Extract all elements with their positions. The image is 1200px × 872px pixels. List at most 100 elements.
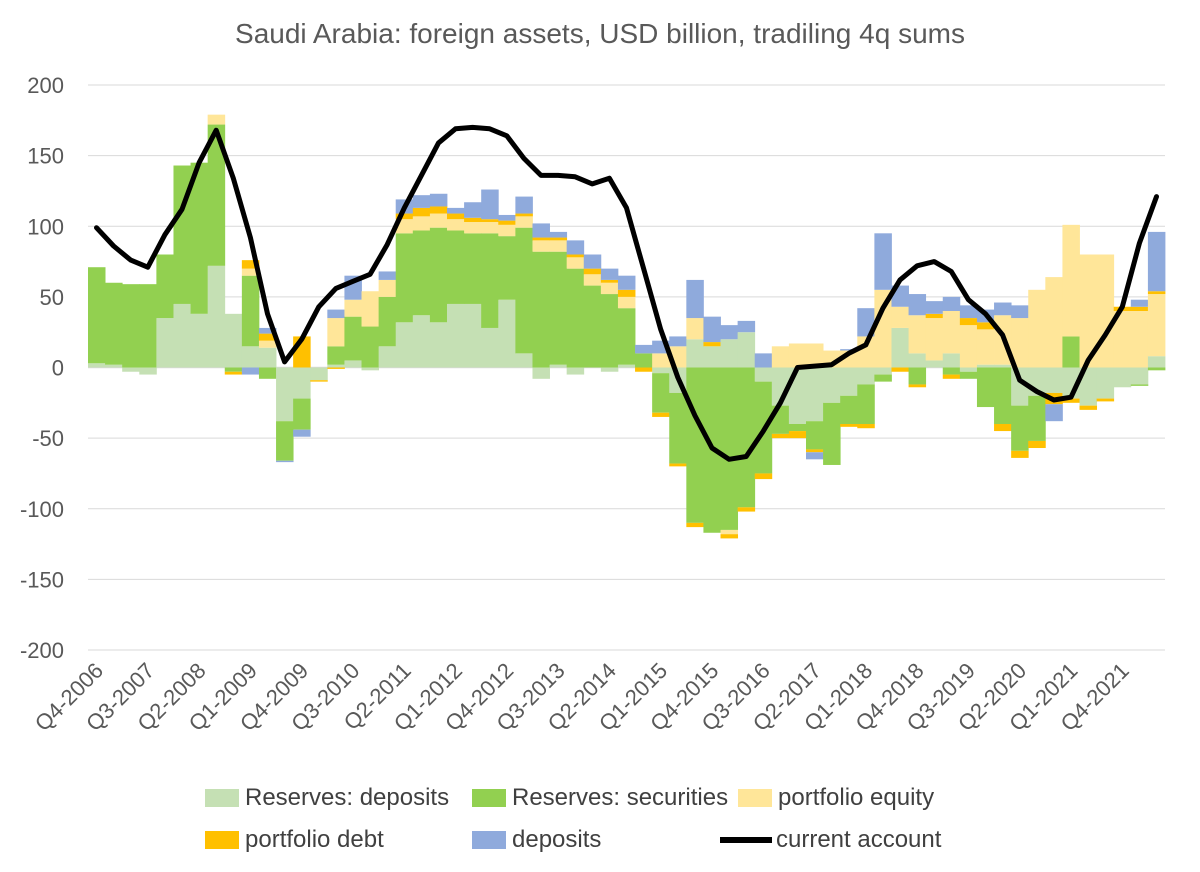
bar-portfolio-equity	[617, 296, 636, 309]
bar-deposits	[925, 301, 944, 314]
bar-portfolio-debt	[412, 207, 431, 217]
bar-reserves-deposits	[652, 367, 670, 374]
bar-deposits	[908, 294, 927, 316]
bar-deposits	[412, 195, 431, 208]
bar-reserves-deposits	[549, 364, 568, 368]
bar-reserves-securities	[669, 392, 687, 464]
bar-reserves-securities	[293, 398, 311, 430]
bar-reserves-deposits	[754, 367, 773, 382]
legend-label: current account	[776, 826, 942, 853]
bar-reserves-deposits	[566, 367, 585, 375]
bar-portfolio-equity	[788, 343, 807, 368]
bar-reserves-deposits	[925, 360, 944, 368]
bar-reserves-deposits	[361, 367, 380, 371]
bar-deposits	[429, 193, 448, 207]
bar-portfolio-debt	[464, 217, 482, 223]
bar-reserves-deposits	[515, 353, 533, 368]
bar-reserves-securities	[720, 367, 739, 530]
bar-reserves-deposits	[258, 347, 277, 368]
bar-reserves-deposits	[823, 367, 841, 403]
bar-deposits	[481, 189, 499, 220]
bar-reserves-deposits	[105, 364, 123, 368]
bar-portfolio-debt	[395, 213, 414, 220]
bar-portfolio-debt	[737, 507, 756, 512]
bar-portfolio-equity	[1011, 318, 1029, 368]
bar-portfolio-debt	[942, 374, 961, 379]
legend-label: portfolio debt	[245, 826, 384, 853]
bar-portfolio-debt	[1079, 405, 1098, 410]
bar-reserves-securities	[1147, 367, 1166, 371]
y-tick-label: 0	[52, 356, 64, 381]
legend-label: portfolio equity	[778, 784, 935, 811]
bar-deposits	[515, 196, 533, 214]
bar-reserves-deposits	[327, 364, 345, 368]
bar-portfolio-equity	[720, 529, 739, 535]
bar-portfolio-debt	[310, 380, 328, 382]
bar-reserves-securities	[737, 367, 756, 508]
bar-deposits	[720, 325, 739, 340]
bar-portfolio-equity	[771, 346, 790, 368]
bar-deposits	[617, 275, 636, 290]
bar-portfolio-debt	[481, 219, 499, 223]
bar-portfolio-equity	[532, 240, 550, 252]
bar-reserves-securities	[276, 421, 294, 461]
legend-line-current-account	[720, 837, 772, 843]
legend-swatch-portfolio-debt	[205, 831, 239, 849]
bar-portfolio-debt	[976, 322, 995, 330]
bar-reserves-deposits	[276, 367, 294, 422]
bar-portfolio-debt	[857, 424, 875, 429]
legend-swatch-reserves-securities	[472, 789, 506, 807]
bar-reserves-securities	[823, 402, 841, 465]
bar-reserves-securities	[617, 308, 636, 365]
bar-portfolio-equity	[481, 222, 499, 234]
bar-reserves-securities	[412, 230, 431, 316]
bar-reserves-securities	[806, 421, 824, 450]
bar-reserves-securities	[976, 367, 995, 408]
bar-deposits	[464, 202, 482, 218]
bar-reserves-deposits	[464, 303, 482, 368]
bar-portfolio-debt	[327, 367, 345, 369]
bar-portfolio-debt	[891, 367, 909, 372]
legend-item-deposits: deposits	[472, 826, 601, 854]
bar-reserves-securities	[224, 367, 243, 372]
bar-reserves-deposits	[600, 367, 619, 372]
bar-portfolio-equity	[1079, 254, 1098, 368]
bar-reserves-securities	[361, 326, 380, 368]
bar-reserves-deposits	[429, 322, 448, 368]
bar-reserves-deposits	[942, 353, 961, 368]
bar-reserves-deposits	[1130, 367, 1149, 385]
bar-deposits	[1147, 231, 1166, 292]
bar-portfolio-equity	[498, 224, 516, 237]
bar-reserves-deposits	[156, 318, 174, 368]
bar-reserves-deposits	[994, 364, 1012, 368]
bar-reserves-securities	[344, 316, 362, 361]
bar-deposits	[258, 327, 277, 334]
bar-portfolio-debt	[566, 254, 585, 258]
bar-reserves-securities	[942, 367, 961, 375]
bar-reserves-deposits	[857, 367, 875, 385]
bar-portfolio-debt	[908, 384, 927, 388]
bar-portfolio-equity	[1147, 294, 1166, 357]
y-tick-label: -50	[32, 426, 64, 451]
bar-reserves-deposits	[532, 367, 550, 379]
bar-reserves-deposits	[737, 332, 756, 368]
bar-portfolio-equity	[942, 311, 961, 354]
bar-portfolio-debt	[703, 342, 721, 347]
bar-portfolio-equity	[908, 315, 927, 354]
legend-swatch-deposits	[472, 831, 506, 849]
bar-reserves-deposits	[173, 303, 191, 368]
bar-reserves-deposits	[959, 367, 978, 372]
bar-deposits	[583, 254, 602, 269]
bar-portfolio-debt	[617, 289, 636, 297]
bar-reserves-deposits	[447, 303, 465, 368]
bar-portfolio-debt	[771, 433, 790, 439]
bar-reserves-securities	[1028, 395, 1046, 441]
bar-reserves-deposits	[703, 346, 721, 368]
bar-portfolio-debt	[669, 463, 687, 467]
bar-portfolio-debt	[1130, 306, 1149, 311]
bar-reserves-deposits	[1079, 367, 1098, 406]
bar-portfolio-debt	[224, 371, 243, 375]
bar-deposits	[806, 452, 824, 460]
bar-reserves-securities	[139, 284, 157, 368]
bar-reserves-deposits	[190, 313, 209, 368]
